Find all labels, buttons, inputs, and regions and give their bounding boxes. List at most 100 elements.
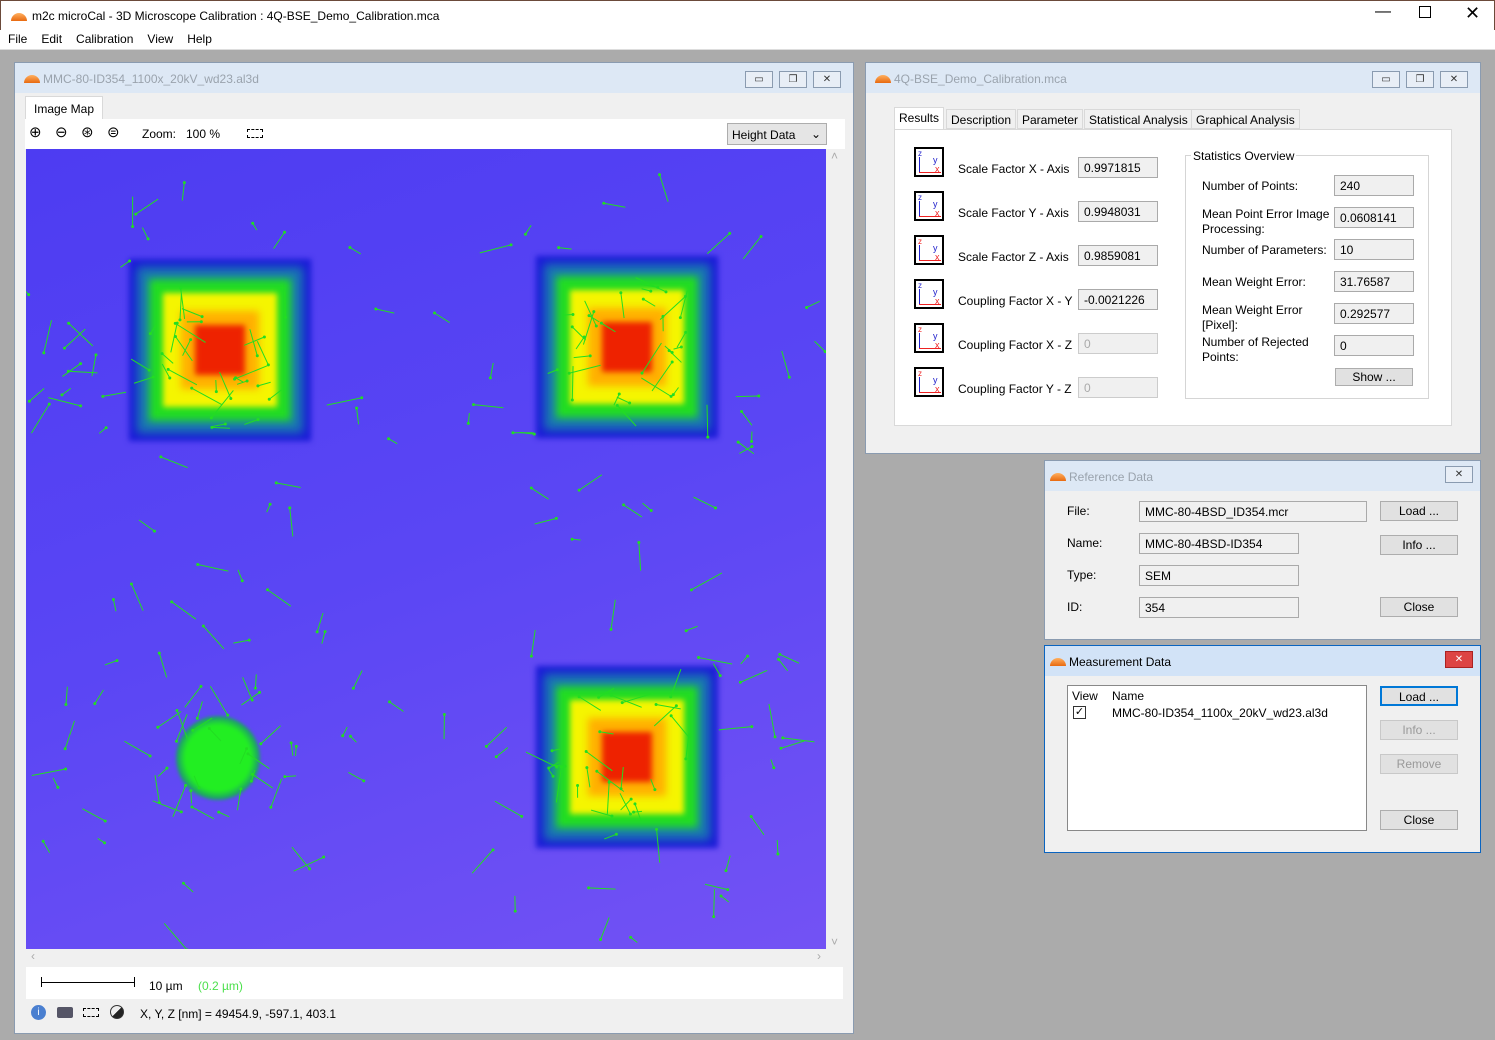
error-vector — [434, 312, 450, 323]
close-dialog-button[interactable]: Close — [1380, 810, 1458, 830]
vertical-scrollbar[interactable]: ˄ ˅ — [826, 149, 843, 949]
measurement-name[interactable]: MMC-80-ID354_1100x_20kV_wd23.al3d — [1112, 706, 1328, 720]
remove-button[interactable]: Remove — [1380, 754, 1458, 774]
result-value: 0 — [1078, 333, 1158, 354]
measurement-point — [779, 746, 783, 750]
load-button[interactable]: Load ... — [1380, 501, 1458, 521]
measurement-point — [115, 659, 119, 663]
restore-button[interactable]: ❐ — [779, 71, 807, 88]
measurement-point — [181, 881, 185, 885]
result-label: Scale Factor Z - Axis — [958, 250, 1069, 264]
measurement-point — [388, 700, 392, 704]
menu-file[interactable]: File — [8, 32, 28, 46]
info-button[interactable]: Info ... — [1380, 720, 1458, 740]
error-vector — [192, 717, 213, 731]
menu-view[interactable]: View — [147, 32, 174, 46]
error-vector — [135, 198, 159, 215]
error-vector — [196, 701, 203, 719]
selection-icon[interactable] — [83, 1008, 99, 1017]
measurement-point — [670, 360, 674, 364]
error-vector — [651, 361, 673, 392]
display-select-value: Height Data — [732, 128, 796, 142]
close-button[interactable]: ✕ — [1445, 466, 1473, 483]
vector-scale-label: (0.2 µm) — [198, 979, 243, 993]
error-vector — [693, 496, 716, 509]
measurement-point — [351, 686, 355, 690]
maximize-button[interactable] — [1419, 6, 1431, 18]
menu-help[interactable]: Help — [187, 32, 212, 46]
tab-results[interactable]: Results — [894, 107, 945, 130]
minimize-button[interactable]: — — [1375, 3, 1391, 20]
tab-image-map[interactable]: Image Map — [25, 96, 104, 120]
error-vector — [250, 769, 256, 782]
measurement-point — [740, 410, 744, 414]
minimize-button[interactable]: ▭ — [1372, 71, 1400, 88]
image-map-canvas[interactable] — [26, 149, 826, 949]
minimize-button[interactable]: ▭ — [745, 71, 773, 88]
error-vector — [578, 696, 602, 711]
view-checkbox[interactable]: ✓ — [1073, 706, 1086, 719]
calibration-window-title: 4Q-BSE_Demo_Calibration.mca — [894, 72, 1067, 86]
close-button[interactable]: ✕ — [1445, 651, 1473, 668]
close-button[interactable]: ✕ — [813, 71, 841, 88]
close-button[interactable]: ✕ — [1465, 3, 1481, 23]
measurement-point — [532, 432, 536, 436]
measurement-point — [653, 788, 657, 792]
error-vector — [191, 806, 215, 820]
camera-icon[interactable] — [57, 1007, 73, 1018]
measurement-point — [240, 579, 244, 583]
tab-description[interactable]: Description — [946, 109, 1017, 129]
measurement-point — [147, 368, 151, 372]
tab-graphical-analysis[interactable]: Graphical Analysis — [1191, 109, 1300, 129]
tab-parameter[interactable]: Parameter — [1017, 109, 1084, 129]
measurement-point — [288, 506, 292, 510]
zoom-fit-icon[interactable]: ⊛ — [81, 124, 94, 141]
menu-calibration[interactable]: Calibration — [76, 32, 134, 46]
error-vector — [603, 202, 626, 208]
stat-label: Mean Weight Error: — [1202, 275, 1306, 289]
result-label: Coupling Factor X - Y — [958, 294, 1073, 308]
zoom-in-icon[interactable]: ⊕ — [29, 124, 42, 141]
error-vector — [740, 655, 748, 665]
measurement-point — [776, 852, 780, 856]
error-vector — [713, 889, 715, 917]
calibration-pyramid — [536, 666, 718, 848]
display-select[interactable]: Height Data ⌄ — [727, 123, 827, 145]
error-vector — [659, 174, 669, 202]
selection-icon[interactable] — [247, 129, 263, 138]
restore-button[interactable]: ❐ — [1406, 71, 1434, 88]
scale-bar-label: 10 µm — [149, 979, 183, 993]
close-button[interactable]: ✕ — [1440, 71, 1468, 88]
error-vector — [620, 292, 625, 319]
zoom-out-icon[interactable]: ⊖ — [55, 124, 68, 141]
measurement-point — [491, 848, 495, 852]
measurement-point — [104, 426, 108, 430]
tab-statistical-analysis[interactable]: Statistical Analysis — [1084, 109, 1193, 129]
info-icon[interactable]: i — [31, 1005, 46, 1020]
measurement-list[interactable]: View Name ✓ MMC-80-ID354_1100x_20kV_wd23… — [1067, 685, 1367, 831]
measurement-point — [128, 259, 132, 263]
show-button[interactable]: Show ... — [1335, 368, 1413, 386]
measurement-point — [387, 437, 391, 441]
measurement-point — [173, 321, 177, 325]
zoom-actual-icon[interactable]: ⊜ — [107, 124, 120, 141]
error-vector — [622, 692, 654, 704]
horizontal-scrollbar[interactable]: ‹ › — [26, 949, 826, 966]
measurement-point — [196, 563, 200, 567]
menu-edit[interactable]: Edit — [41, 32, 63, 46]
error-vector — [389, 701, 404, 712]
measurement-point — [669, 695, 673, 699]
error-vector — [718, 726, 752, 731]
measurement-point — [67, 321, 71, 325]
contrast-icon[interactable] — [110, 1005, 124, 1019]
load-button[interactable]: Load ... — [1380, 686, 1458, 706]
close-dialog-button[interactable]: Close — [1380, 597, 1458, 617]
measurement-point — [266, 588, 270, 592]
error-vector — [284, 775, 297, 778]
error-vector — [486, 726, 508, 747]
error-vector — [241, 691, 260, 706]
info-button[interactable]: Info ... — [1380, 535, 1458, 555]
error-vector — [257, 381, 271, 387]
